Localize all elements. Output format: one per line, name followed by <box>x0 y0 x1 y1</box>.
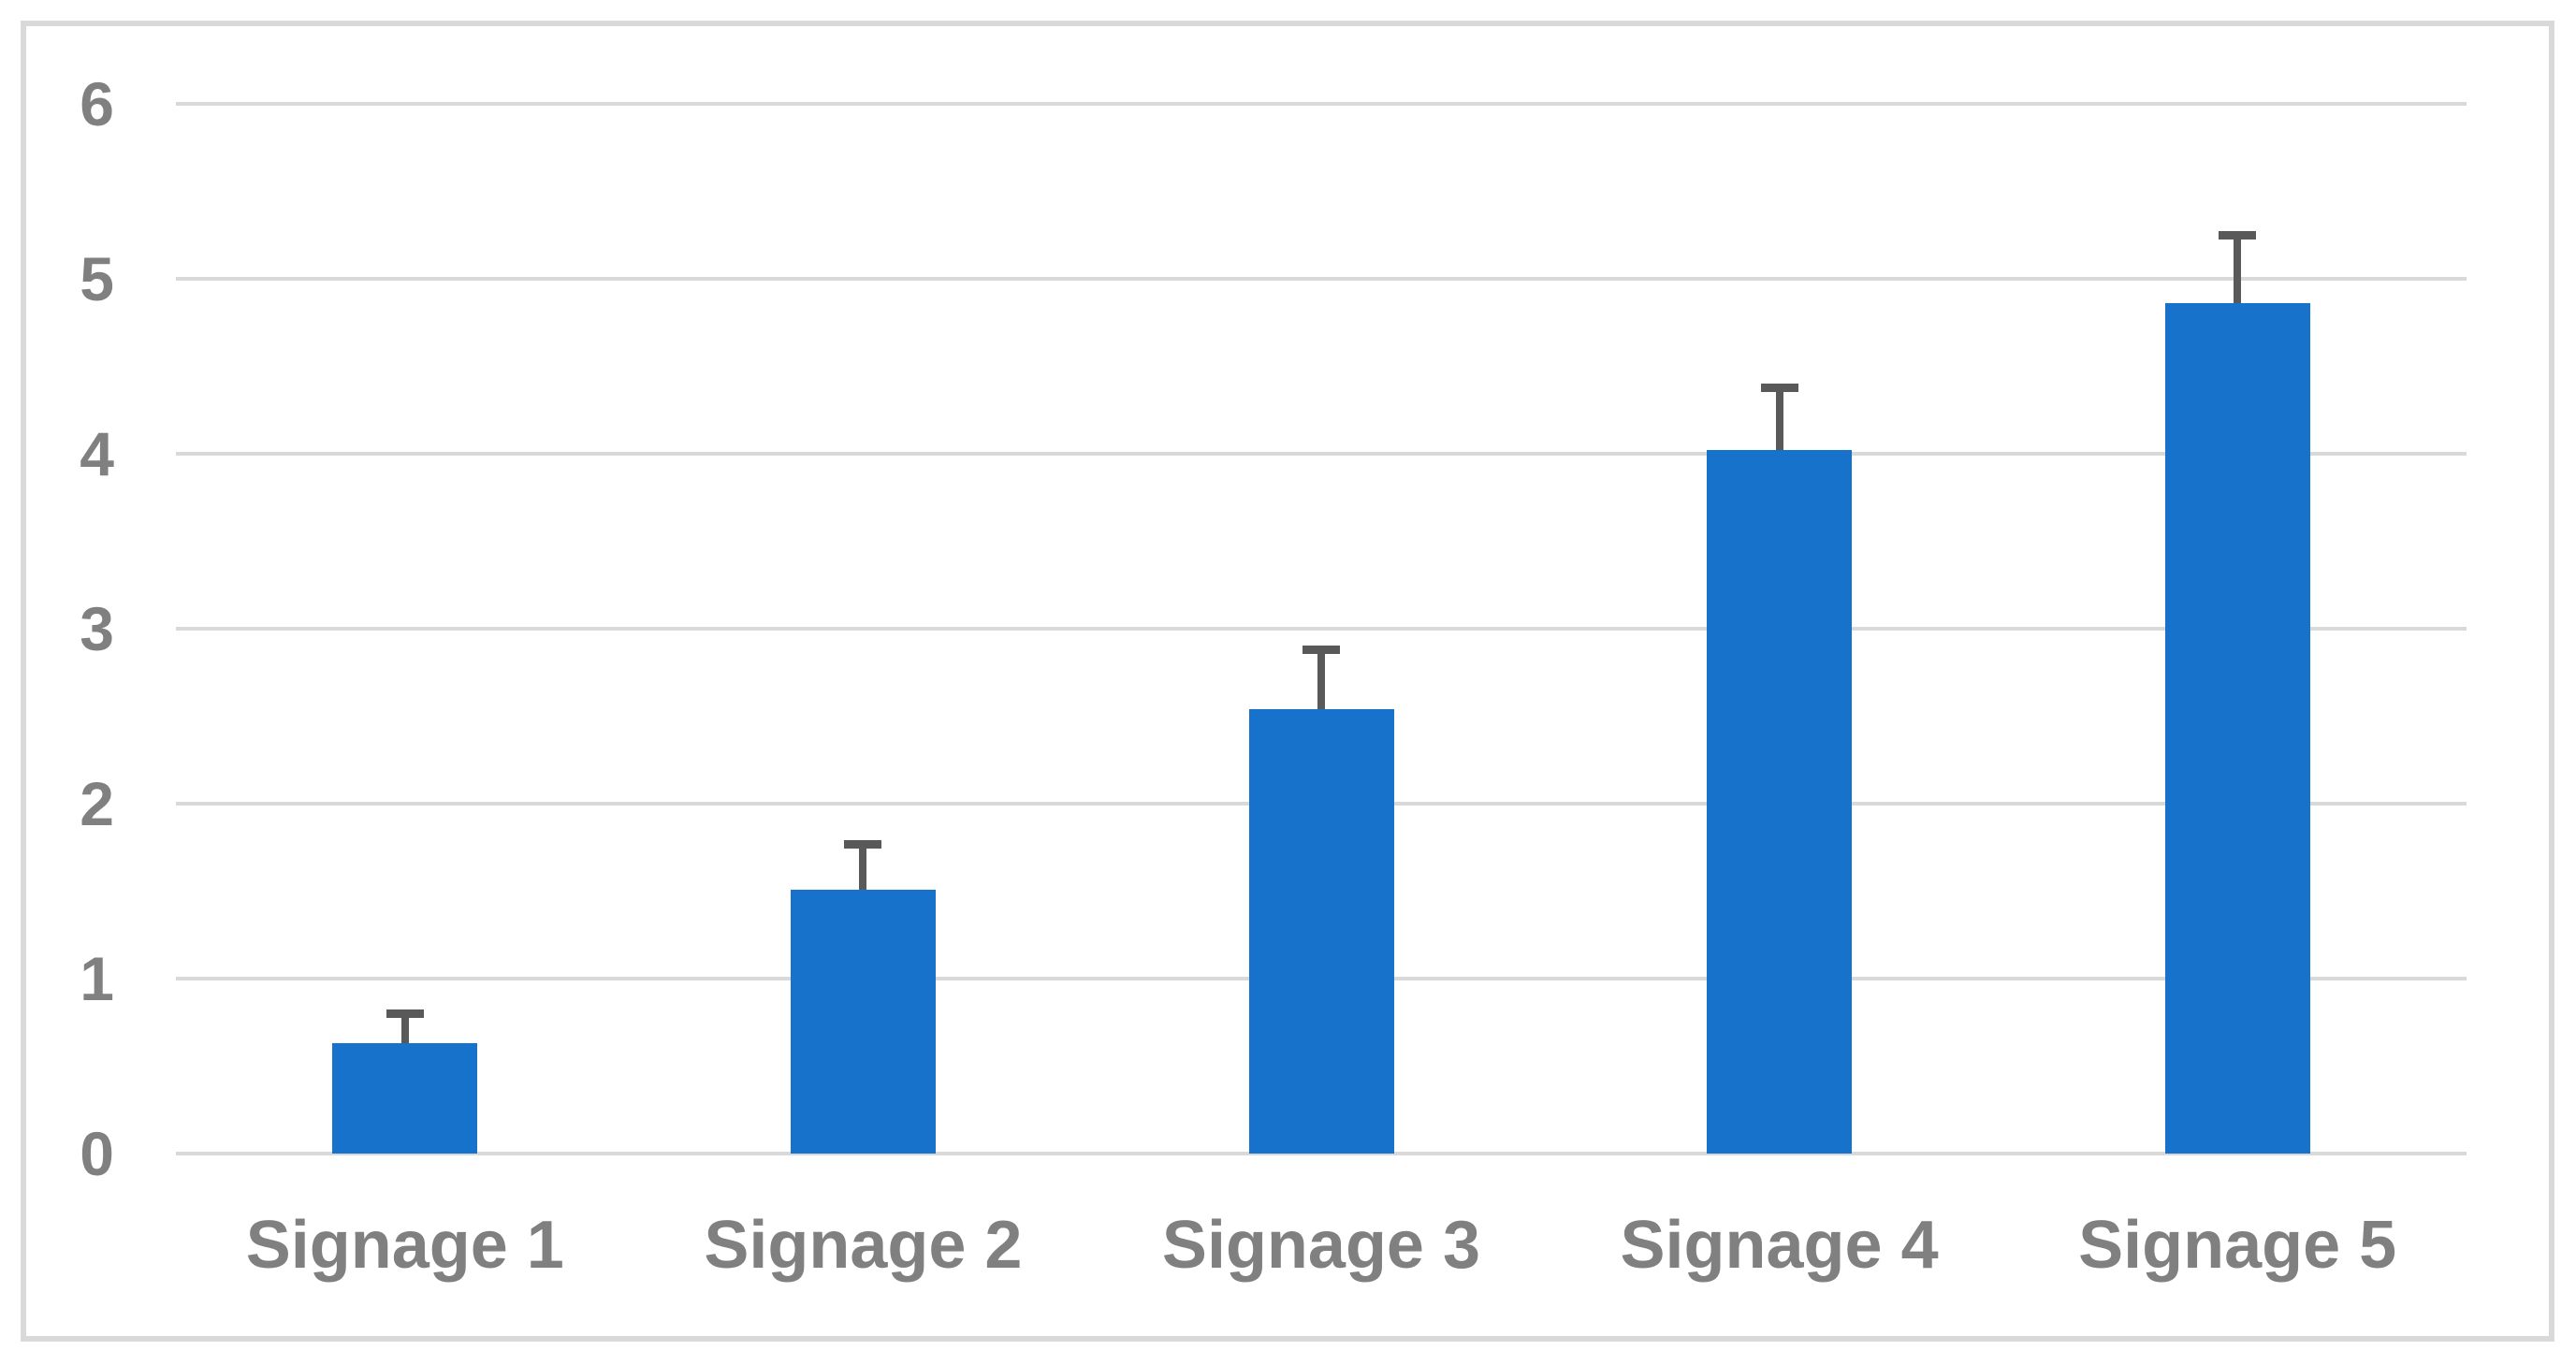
gridline <box>176 627 2467 631</box>
y-tick-label: 3 <box>80 594 114 663</box>
x-category-label: Signage 5 <box>2078 1208 2397 1283</box>
error-bar-cap <box>1760 383 1798 392</box>
error-bar-cap <box>2219 231 2257 240</box>
y-tick-label: 5 <box>80 244 114 313</box>
error-bar-line <box>859 844 867 890</box>
x-category-label: Signage 1 <box>245 1208 564 1283</box>
error-bar-line <box>1775 386 1783 451</box>
error-bar-cap <box>386 1009 424 1019</box>
x-category-label: Signage 3 <box>1161 1208 1481 1283</box>
x-axis: Signage 1 Signage 2 Signage 3 Signage 4 Sign… <box>176 1212 2467 1279</box>
y-tick-label: 2 <box>80 769 114 838</box>
error-bar-cap <box>1303 646 1340 655</box>
gridline <box>176 277 2467 281</box>
y-tick-label: 0 <box>80 1119 114 1188</box>
gridline <box>176 452 2467 456</box>
bar-signage-5 <box>2164 303 2310 1154</box>
error-bar-cap <box>844 840 882 849</box>
x-category-label: Signage 4 <box>1620 1208 1939 1283</box>
error-bar-line <box>2234 235 2242 304</box>
error-bar-line <box>400 1013 409 1044</box>
y-tick-label: 6 <box>80 69 114 138</box>
gridline <box>176 102 2467 106</box>
plot-area <box>176 102 2467 1155</box>
x-category-label: Signage 2 <box>704 1208 1023 1283</box>
error-bar-line <box>1317 649 1325 710</box>
y-tick-label: 4 <box>80 419 114 488</box>
bar-signage-3 <box>1248 709 1394 1154</box>
bar-signage-2 <box>790 889 936 1154</box>
bar-signage-1 <box>332 1043 478 1154</box>
gridline <box>176 1152 2467 1155</box>
y-tick-label: 1 <box>80 944 114 1013</box>
bar-signage-4 <box>1707 450 1853 1154</box>
